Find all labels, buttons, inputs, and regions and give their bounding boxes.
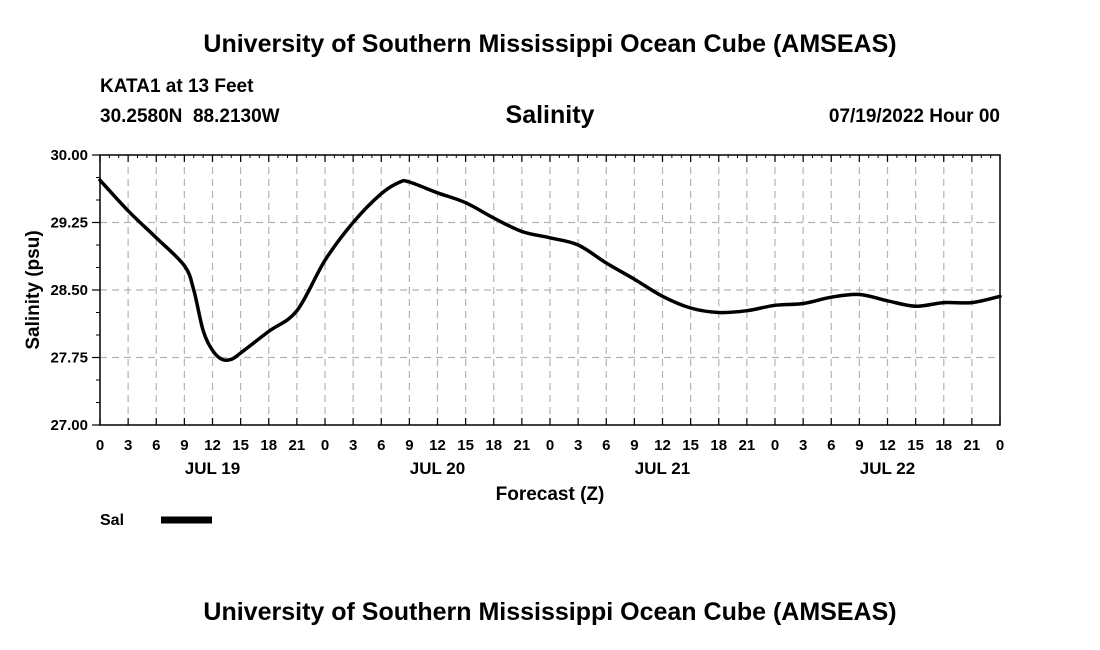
x-tick-label: 15 <box>682 437 699 454</box>
x-tick-label: 0 <box>96 437 104 454</box>
station-label: KATA1 at 13 Feet <box>100 76 254 97</box>
day-label: JUL 21 <box>635 459 690 478</box>
x-tick-label: 15 <box>232 437 249 454</box>
x-tick-label: 3 <box>574 437 582 454</box>
x-tick-label: 15 <box>907 437 924 454</box>
y-tick-label: 27.75 <box>50 350 88 367</box>
x-tick-label: 6 <box>377 437 385 454</box>
x-tick-label: 15 <box>457 437 474 454</box>
x-tick-label: 9 <box>855 437 863 454</box>
x-tick-label: 18 <box>935 437 952 454</box>
x-tick-label: 12 <box>879 437 896 454</box>
coordinates-label: 30.2580N 88.2130W <box>100 106 280 127</box>
x-tick-label: 9 <box>630 437 638 454</box>
y-tick-label: 30.00 <box>50 147 88 164</box>
legend-label: Sal <box>100 512 124 529</box>
day-label: JUL 20 <box>410 459 465 478</box>
y-tick-labels: 30.00 29.25 28.50 27.75 27.00 <box>50 147 88 434</box>
x-tick-label: 12 <box>429 437 446 454</box>
x-tick-labels: 0 3 6 9 12 15 18 21 0 3 6 9 12 15 18 21 0 3 6 9 12 15 18 21 0 3 6 9… <box>96 437 1004 454</box>
x-tick-label: 18 <box>485 437 502 454</box>
x-tick-label: 21 <box>964 437 981 454</box>
x-tick-label: 12 <box>204 437 221 454</box>
x-tick-label: 0 <box>546 437 554 454</box>
y-tick-label: 28.50 <box>50 282 88 299</box>
x-tick-label: 21 <box>739 437 756 454</box>
x-tick-label: 9 <box>405 437 413 454</box>
x-tick-label: 6 <box>827 437 835 454</box>
x-tick-label: 0 <box>996 437 1004 454</box>
forecast-datetime: 07/19/2022 Hour 00 <box>828 106 1000 127</box>
chart-title: Salinity <box>505 101 595 129</box>
axis-ticks <box>92 154 1001 426</box>
y-axis-label: Salinity (psu) <box>23 230 44 349</box>
x-tick-label: 3 <box>124 437 132 454</box>
x-tick-label: 9 <box>180 437 188 454</box>
x-axis-label: Forecast (Z) <box>496 484 605 505</box>
x-tick-label: 18 <box>710 437 727 454</box>
x-tick-label: 18 <box>260 437 277 454</box>
salinity-series-line <box>98 178 1002 363</box>
x-tick-label: 12 <box>654 437 671 454</box>
day-label: JUL 22 <box>860 459 915 478</box>
day-label: JUL 19 <box>185 459 240 478</box>
page-title: University of Southern Mississippi Ocean… <box>203 30 897 58</box>
x-tick-label: 3 <box>799 437 807 454</box>
x-tick-label: 21 <box>289 437 306 454</box>
x-tick-label: 0 <box>771 437 779 454</box>
footer-title: University of Southern Mississippi Ocean… <box>203 598 897 626</box>
x-tick-label: 0 <box>321 437 329 454</box>
x-tick-label: 6 <box>602 437 610 454</box>
grid-lines <box>100 155 1000 425</box>
day-labels: JUL 19 JUL 20 JUL 21 JUL 22 <box>185 459 915 478</box>
x-tick-label: 3 <box>349 437 357 454</box>
x-tick-label: 21 <box>514 437 531 454</box>
x-tick-label: 6 <box>152 437 160 454</box>
y-tick-label: 27.00 <box>50 417 88 434</box>
y-tick-label: 29.25 <box>50 215 88 232</box>
